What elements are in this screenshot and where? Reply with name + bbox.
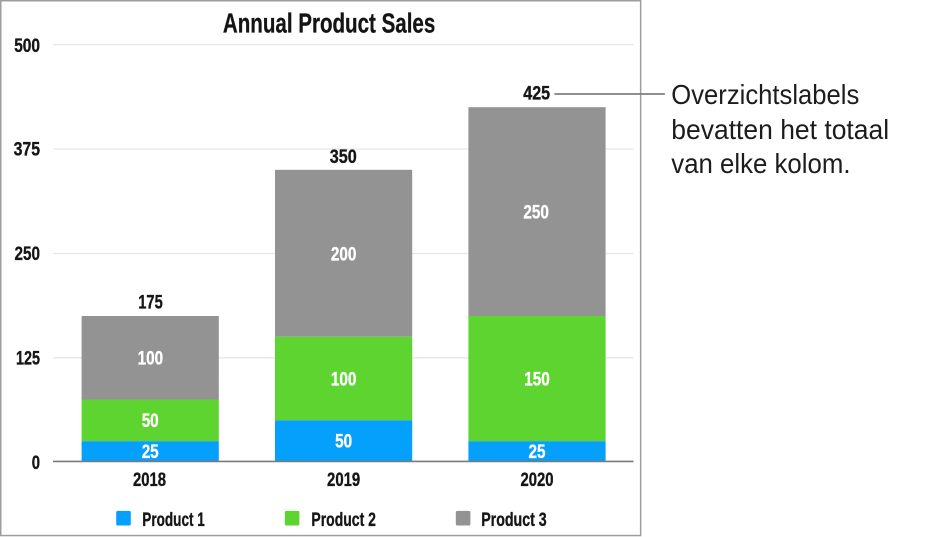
svg-text:425: 425 bbox=[523, 83, 550, 104]
svg-text:250: 250 bbox=[523, 203, 549, 224]
svg-text:100: 100 bbox=[138, 349, 164, 370]
svg-text:50: 50 bbox=[142, 411, 159, 432]
svg-text:175: 175 bbox=[138, 292, 163, 313]
svg-text:200: 200 bbox=[331, 245, 357, 266]
svg-text:bevatten het totaal: bevatten het totaal bbox=[671, 114, 889, 145]
svg-text:25: 25 bbox=[142, 442, 159, 463]
svg-text:500: 500 bbox=[14, 36, 40, 57]
svg-text:2020: 2020 bbox=[520, 470, 553, 491]
svg-text:2019: 2019 bbox=[327, 470, 360, 491]
svg-text:375: 375 bbox=[14, 140, 41, 161]
svg-text:Product 1: Product 1 bbox=[142, 510, 205, 531]
svg-text:Annual Product Sales: Annual Product Sales bbox=[223, 8, 435, 39]
svg-text:van elke kolom.: van elke kolom. bbox=[671, 148, 850, 179]
svg-text:2018: 2018 bbox=[133, 470, 166, 491]
svg-text:250: 250 bbox=[15, 244, 41, 265]
svg-text:Product 3: Product 3 bbox=[481, 510, 547, 531]
svg-text:0: 0 bbox=[32, 453, 40, 474]
svg-text:50: 50 bbox=[335, 432, 352, 453]
svg-text:100: 100 bbox=[331, 369, 357, 390]
svg-text:25: 25 bbox=[529, 442, 546, 463]
svg-text:125: 125 bbox=[16, 349, 40, 370]
svg-text:350: 350 bbox=[330, 147, 357, 168]
svg-text:150: 150 bbox=[524, 369, 550, 390]
svg-text:Product 2: Product 2 bbox=[311, 510, 376, 531]
svg-text:Overzichtslabels: Overzichtslabels bbox=[671, 79, 859, 110]
